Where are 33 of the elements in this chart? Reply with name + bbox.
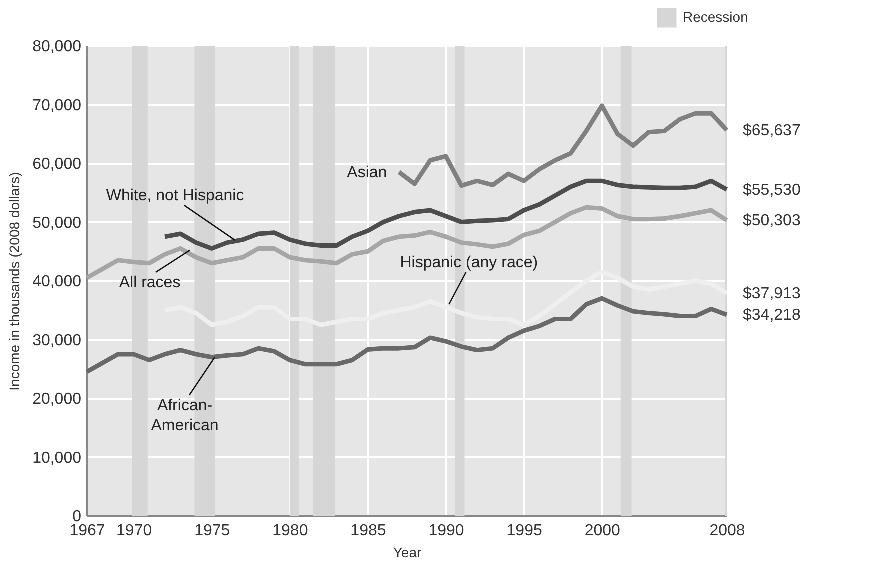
line-series: [396, 104, 730, 188]
annotation: Asian: [347, 164, 388, 182]
x-tick-label: 1985: [350, 522, 386, 540]
x-tick-label: 1975: [194, 522, 230, 540]
x-tick-label: 1990: [428, 522, 464, 540]
annotation: All races: [119, 274, 181, 292]
y-tick-label: 80,000: [32, 38, 82, 56]
x-axis-title: Year: [393, 544, 422, 560]
x-tick-label: 2000: [584, 522, 621, 540]
y-tick-label: 10,000: [32, 450, 82, 467]
annotation: White, not Hispanic: [106, 187, 244, 204]
data-label: $37,913: [743, 285, 801, 302]
x-tick-label: 1980: [272, 522, 308, 540]
legend-label: Recession: [683, 9, 748, 25]
data-label: $65,637: [743, 122, 801, 140]
x-tick-label: 1970: [116, 522, 152, 540]
x-tick-label: 2008: [710, 522, 746, 540]
data-label: $50,303: [743, 212, 801, 230]
annotation: Hispanic (any race): [400, 254, 538, 272]
y-tick-label: 40,000: [32, 274, 82, 290]
x-tick-label: 1995: [506, 522, 542, 540]
y-tick-label: 70,000: [32, 97, 82, 114]
y-tick-label: 50,000: [32, 214, 82, 232]
x-tick-label: 1967: [70, 522, 106, 540]
y-tick-label: 60,000: [32, 156, 82, 173]
y-tick-label: 30,000: [32, 332, 82, 350]
data-label: $34,218: [743, 306, 801, 324]
annotation: African-American: [151, 397, 219, 434]
y-tick-label: 0: [72, 508, 82, 526]
y-tick-label: 20,000: [32, 391, 82, 408]
line-series: [84, 296, 730, 374]
y-axis-title: Income in thousands (2008 dollars): [6, 172, 23, 391]
data-label: $55,530: [743, 182, 801, 199]
